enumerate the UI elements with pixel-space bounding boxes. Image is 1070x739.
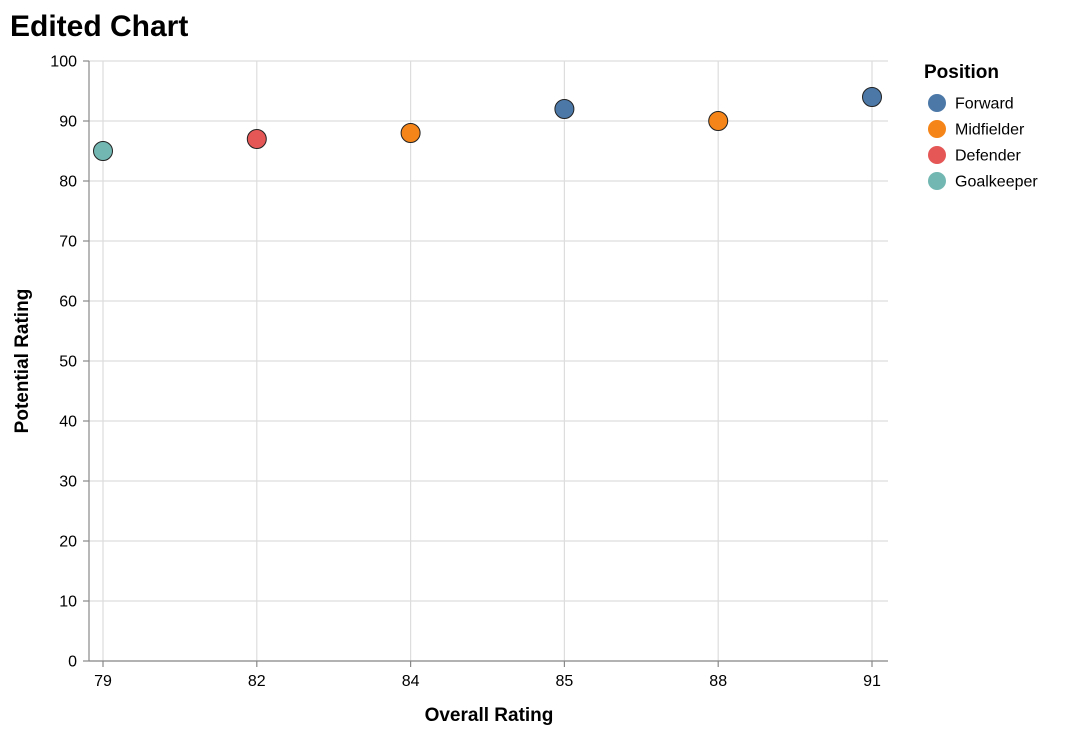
x-tick-label: 79: [94, 673, 112, 690]
y-tick-label: 10: [59, 594, 77, 611]
data-points: [93, 87, 882, 161]
legend-swatch-goalkeeper: [928, 172, 946, 190]
legend-label: Forward: [955, 96, 1014, 113]
y-tick-label: 20: [59, 534, 77, 551]
scatter-point-midfielder[interactable]: [708, 111, 729, 131]
legend-label: Defender: [955, 148, 1021, 165]
y-tick-label: 100: [50, 54, 77, 71]
y-tick-label: 30: [59, 474, 77, 491]
y-axis-title: Potential Rating: [12, 289, 33, 434]
y-tick-label: 40: [59, 414, 77, 431]
legend-swatch-defender: [928, 146, 946, 164]
y-tick-label: 70: [59, 234, 77, 251]
scatter-point-goalkeeper[interactable]: [93, 141, 113, 161]
x-tick-label: 91: [863, 673, 881, 690]
y-tick-label: 90: [59, 114, 77, 131]
legend-swatch-midfielder: [928, 120, 946, 138]
legend: Position Forward Midfielder Defender Goalke…: [924, 62, 1038, 191]
scatter-point-forward[interactable]: [862, 87, 882, 107]
chart-title: Edited Chart: [10, 10, 188, 43]
x-axis-title: Overall Rating: [425, 705, 554, 726]
y-tick-label: 60: [59, 294, 77, 311]
legend-label: Midfielder: [955, 122, 1025, 139]
y-tick-label: 50: [59, 354, 77, 371]
grid: [89, 60, 888, 662]
legend-label: Goalkeeper: [955, 174, 1038, 191]
x-tick-label: 85: [556, 673, 574, 690]
y-tick-label: 0: [68, 654, 77, 671]
scatter-point-defender[interactable]: [246, 129, 267, 149]
y-tick-label: 80: [59, 174, 77, 191]
x-tick-label: 84: [402, 673, 420, 690]
scatter-point-forward[interactable]: [554, 99, 575, 119]
legend-swatch-forward: [928, 94, 946, 112]
x-tick-label: 82: [248, 673, 266, 690]
x-tick-label: 88: [709, 673, 727, 690]
scatter-point-midfielder[interactable]: [400, 123, 421, 143]
axes: 0 10 20 30 40 50 60 70 80 90 100 79 82 84 85 88 91: [50, 54, 888, 690]
legend-title: Position: [924, 62, 999, 83]
